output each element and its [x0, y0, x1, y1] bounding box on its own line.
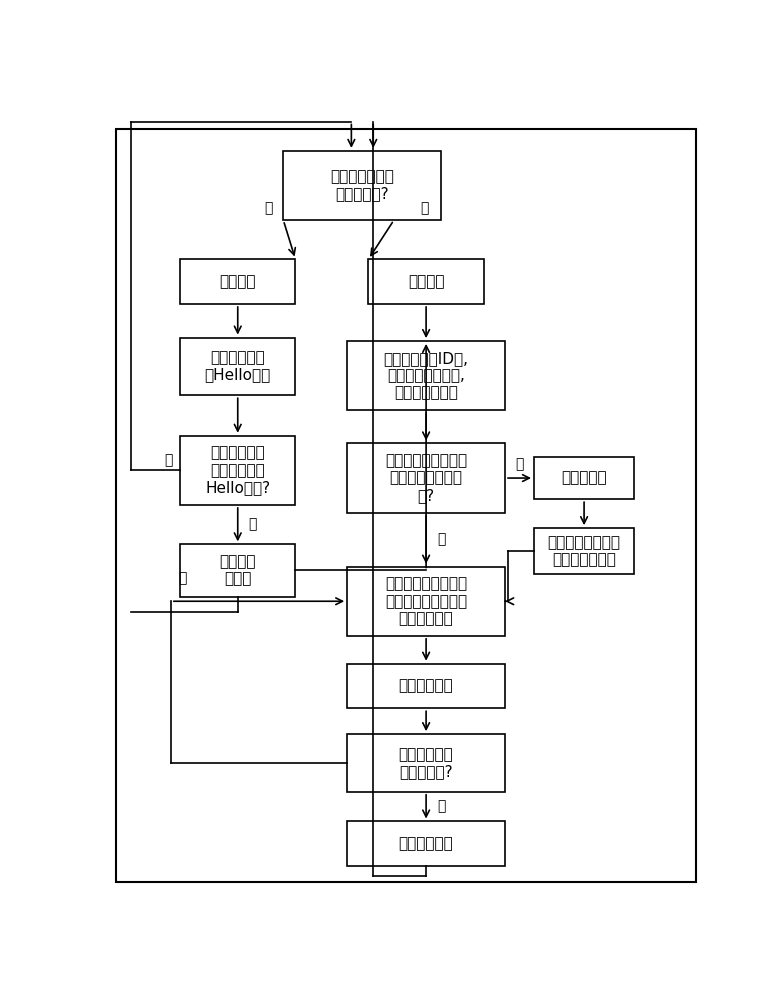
Text: 空闲节点: 空闲节点: [220, 274, 256, 289]
Text: 按照邻居节点表中的
信息，将天线波束指
向下一跳节点: 按照邻居节点表中的 信息，将天线波束指 向下一跳节点: [385, 576, 467, 626]
Bar: [347, 821, 505, 866]
Text: 否: 否: [515, 457, 524, 471]
Text: 接收节点是否
为目的节点?: 接收节点是否 为目的节点?: [399, 747, 453, 779]
Text: 网络平面化: 网络平面化: [561, 471, 607, 486]
Text: 是: 是: [420, 202, 429, 216]
Text: 是: 是: [437, 800, 445, 814]
Text: 周期性全向发
送Hello消息: 周期性全向发 送Hello消息: [205, 350, 271, 383]
Text: 依据空洞处理机制
选择下一跳节点: 依据空洞处理机制 选择下一跳节点: [547, 535, 621, 567]
Bar: [180, 338, 296, 395]
Text: 是: 是: [437, 533, 445, 547]
Bar: [534, 457, 634, 499]
Text: 否: 否: [178, 571, 187, 585]
Bar: [347, 664, 505, 708]
Bar: [347, 443, 505, 513]
Text: 否: 否: [165, 453, 172, 467]
Text: 节点中是否有上
层分组到达?: 节点中是否有上 层分组到达?: [330, 169, 394, 202]
Text: 更新邻居
节点表: 更新邻居 节点表: [220, 554, 256, 587]
Bar: [180, 436, 296, 505]
Bar: [347, 734, 505, 792]
Text: 否: 否: [264, 202, 272, 216]
Text: 是否接收到邻
居节点发送的
Hello消息?: 是否接收到邻 居节点发送的 Hello消息?: [205, 445, 270, 495]
Text: 定向发送分组: 定向发送分组: [399, 678, 453, 693]
Bar: [347, 341, 505, 410]
Bar: [347, 567, 505, 636]
Bar: [180, 259, 296, 304]
Text: 工作节点: 工作节点: [408, 274, 445, 289]
Text: 是否具有符合贪婪转
发策略的下一跳节
点?: 是否具有符合贪婪转 发策略的下一跳节 点?: [385, 453, 467, 503]
Text: 根据目的节点ID号,
依据贪婪转发策略,
选择下一跳节点: 根据目的节点ID号, 依据贪婪转发策略, 选择下一跳节点: [383, 351, 469, 401]
Bar: [534, 528, 634, 574]
Text: 分组传输完成: 分组传输完成: [399, 836, 453, 851]
Text: 是: 是: [249, 518, 257, 532]
Bar: [368, 259, 484, 304]
Bar: [180, 544, 296, 597]
Bar: [283, 151, 441, 220]
